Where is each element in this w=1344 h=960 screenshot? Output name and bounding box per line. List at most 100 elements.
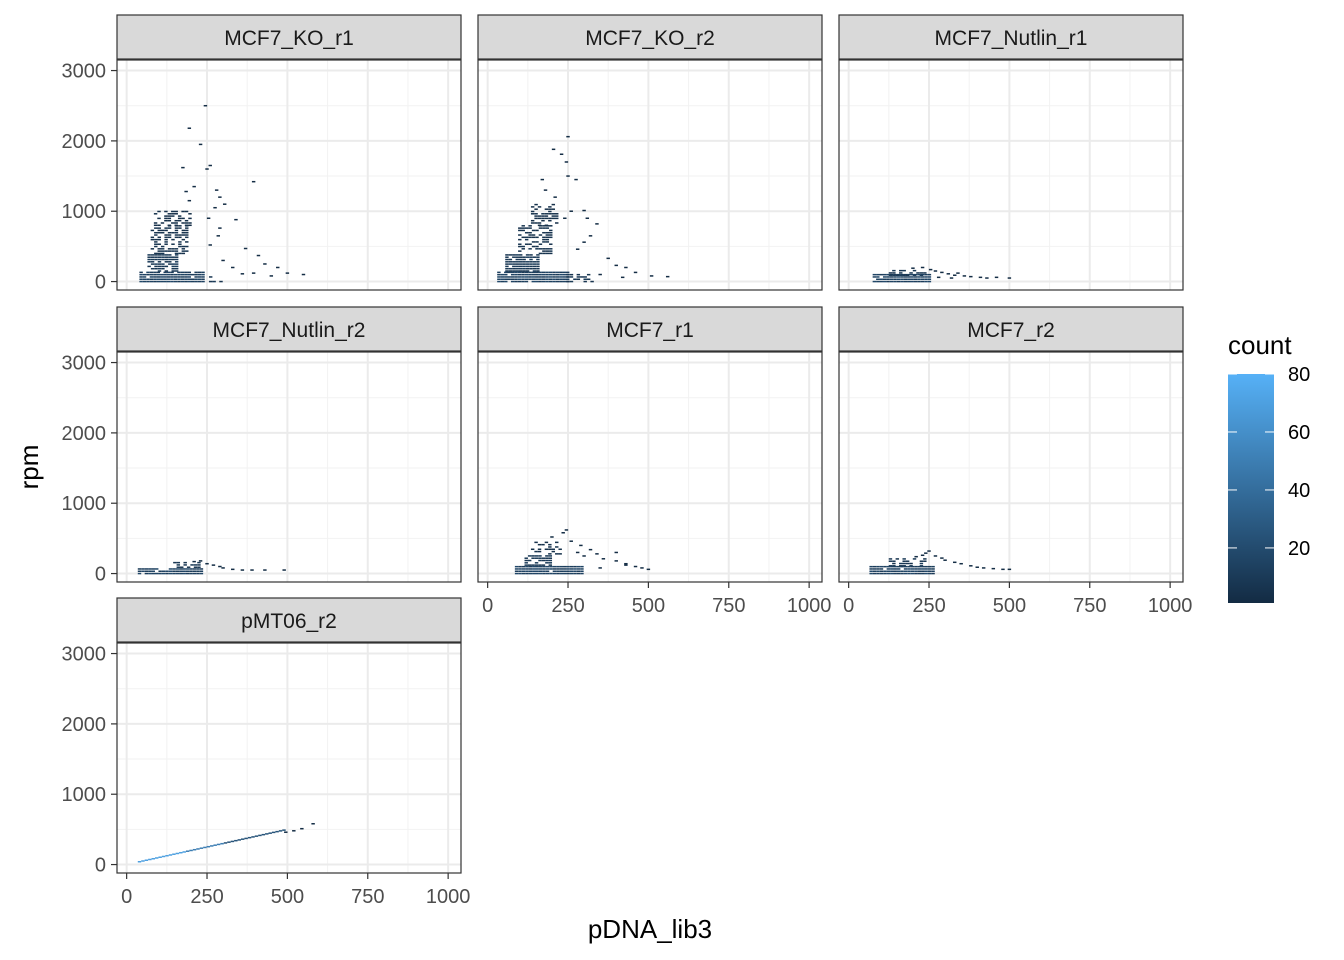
y-tick-label: 0 xyxy=(95,564,106,586)
bin-cell xyxy=(911,267,915,269)
bin-cell xyxy=(182,568,186,570)
bin-cell xyxy=(548,559,553,562)
bin-cell xyxy=(183,561,187,564)
bin-cell xyxy=(909,565,913,567)
bin-cell xyxy=(624,562,628,565)
bin-cell xyxy=(538,271,542,274)
bin-cell xyxy=(536,263,540,265)
bin-cell xyxy=(178,245,182,248)
bin-cell xyxy=(907,280,911,283)
bin-cell xyxy=(187,127,192,129)
bin-cell xyxy=(872,565,877,568)
bin-cell xyxy=(542,252,546,255)
bin-cell xyxy=(548,273,553,276)
bin-cell xyxy=(512,256,516,258)
bin-cell xyxy=(545,250,550,252)
bin-cell xyxy=(151,857,155,860)
bin-cell xyxy=(532,568,536,570)
bin-cell xyxy=(889,280,894,283)
bin-cell xyxy=(569,570,574,573)
bin-cell xyxy=(545,227,550,229)
bin-cell xyxy=(149,276,154,278)
bin-cell xyxy=(920,280,925,283)
facet-strip-label: pMT06_r2 xyxy=(241,610,337,633)
bin-cell xyxy=(529,254,533,256)
bin-cell xyxy=(192,185,196,188)
bin-cell xyxy=(575,551,580,554)
bin-cell xyxy=(144,570,149,573)
bin-cell xyxy=(893,276,897,278)
bin-cell xyxy=(176,566,181,568)
bin-cell xyxy=(888,272,893,274)
bin-cell xyxy=(158,570,162,573)
bin-cell xyxy=(548,543,552,546)
bin-cell xyxy=(148,570,152,573)
bin-cell xyxy=(886,565,891,568)
bin-cell xyxy=(879,565,884,568)
legend-colorbar xyxy=(1228,374,1274,603)
x-tick-label: 1000 xyxy=(787,595,832,617)
bin-cell xyxy=(525,570,529,573)
bin-cell xyxy=(173,273,178,276)
bin-cell xyxy=(936,276,941,279)
bin-cell xyxy=(933,270,938,272)
bin-cell xyxy=(174,267,179,270)
bin-cell xyxy=(524,271,529,274)
bin-cell xyxy=(150,236,155,239)
bin-cell xyxy=(528,243,532,245)
bin-cell xyxy=(541,217,545,220)
bin-cell xyxy=(555,273,560,276)
bin-cell xyxy=(913,280,918,283)
x-tick-label: 250 xyxy=(912,595,945,617)
bin-cell xyxy=(545,559,549,562)
bin-cell xyxy=(914,572,918,575)
bin-cell xyxy=(170,276,174,278)
bin-cell xyxy=(545,557,549,559)
bin-cell xyxy=(521,225,525,227)
bin-cell xyxy=(893,565,897,568)
bin-cell xyxy=(917,276,921,278)
bin-cell xyxy=(559,280,563,283)
bin-cell xyxy=(576,273,581,276)
bin-cell xyxy=(221,259,225,262)
bin-cell xyxy=(525,572,529,575)
bin-cell xyxy=(251,836,255,838)
bin-cell xyxy=(566,175,570,177)
bin-cell xyxy=(563,565,567,568)
bin-cell xyxy=(978,276,983,279)
bin-cell xyxy=(151,570,155,573)
bin-cell xyxy=(186,566,191,568)
bin-cell xyxy=(168,570,173,573)
bin-cell xyxy=(173,276,178,278)
bin-cell xyxy=(920,554,925,557)
bin-cell xyxy=(528,234,532,236)
bin-cell xyxy=(583,280,587,283)
facet-panel: pMT06_r2 xyxy=(116,597,462,874)
bin-cell xyxy=(522,261,526,263)
bin-cell xyxy=(174,261,179,263)
bin-cell xyxy=(536,254,540,256)
bin-cell xyxy=(536,256,540,258)
bin-cell xyxy=(559,153,564,156)
bin-cell xyxy=(147,261,151,263)
bin-cell xyxy=(562,271,566,274)
bin-cell xyxy=(154,227,158,229)
bin-cell xyxy=(566,276,570,278)
bin-cell xyxy=(144,859,149,861)
bin-cell xyxy=(180,276,185,278)
bin-cell xyxy=(548,548,552,551)
bin-cell xyxy=(514,278,518,281)
bin-cell xyxy=(886,278,890,281)
bin-cell xyxy=(167,219,172,222)
bin-cell xyxy=(141,568,145,570)
bin-cell xyxy=(185,231,189,234)
bin-cell xyxy=(154,254,158,256)
bin-cell xyxy=(146,273,150,276)
bin-cell xyxy=(518,227,522,229)
bin-cell xyxy=(284,831,288,833)
bin-cell xyxy=(876,276,880,278)
bin-cell xyxy=(197,564,201,566)
bin-cell xyxy=(883,572,887,575)
bin-cell xyxy=(205,168,209,170)
bin-cell xyxy=(514,276,518,278)
